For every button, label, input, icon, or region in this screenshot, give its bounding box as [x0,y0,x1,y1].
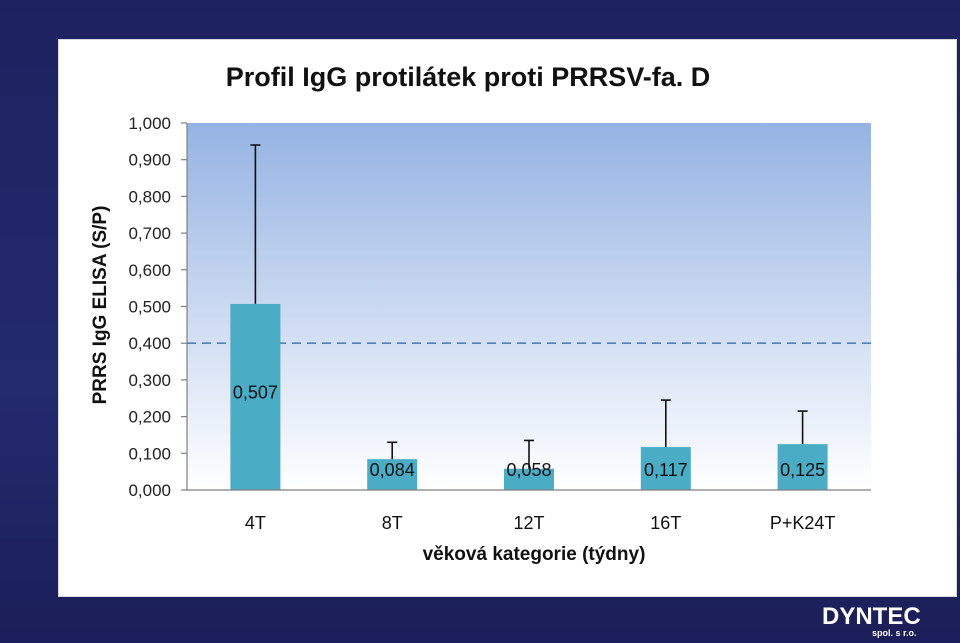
x-tick-label: 12T [513,513,544,533]
logo-subtext: spol. s r.o. [872,628,917,638]
bar [367,459,418,490]
data-label: 0,125 [780,460,825,480]
bar [230,303,281,490]
x-axis: 4T 8T 12T 16T P+K24T [187,489,871,533]
y-tick-label: 0,100 [128,444,171,463]
y-tick-label: 0,300 [128,371,171,390]
chart-title: Profil IgG protilátek proti PRRSV-fa. D [226,62,711,92]
y-tick-label: 0,800 [128,187,171,206]
data-label: 0,507 [233,382,278,402]
chart-panel: Profil IgG protilátek proti PRRSV-fa. D … [58,39,957,597]
bar-chart: Profil IgG protilátek proti PRRSV-fa. D … [90,62,877,565]
y-tick-label: 1,000 [128,114,171,133]
logo-graphic: DYNTEC spol. s r.o. [822,603,921,638]
y-tick-label: 0,600 [128,261,171,280]
y-tick-label: 0,400 [128,334,171,353]
logo-text: DYNTEC [822,603,921,630]
y-tick-label: 0,500 [128,298,171,317]
y-tick-label: 0,000 [128,481,171,500]
y-axis: 0,000 0,100 0,200 0,300 0,400 0,500 0,600 0,700… [128,114,188,500]
data-label: 0,084 [370,460,415,480]
y-tick-label: 0,700 [128,224,171,243]
x-tick-label: P+K24T [770,513,836,533]
bar [640,447,691,490]
data-label: 0,117 [644,460,688,480]
plot-area [187,123,871,490]
x-tick-label: 8T [382,513,403,533]
x-tick-label: 4T [245,513,266,533]
bars: 0,507 0,084 0,058 0,117 0,125 [230,144,828,490]
y-tick-label: 0,200 [128,408,171,427]
data-label: 0,058 [506,460,551,480]
y-tick-label: 0,900 [128,151,171,170]
dyntec-logo: DYNTEC spol. s r.o. [820,598,955,638]
bar [504,468,554,490]
bar [777,444,828,490]
x-axis-title: věková kategorie (týdny) [423,544,646,565]
x-tick-label: 16T [650,513,681,533]
y-axis-title: PRRS IgG ELISA (S/P) [90,206,111,405]
